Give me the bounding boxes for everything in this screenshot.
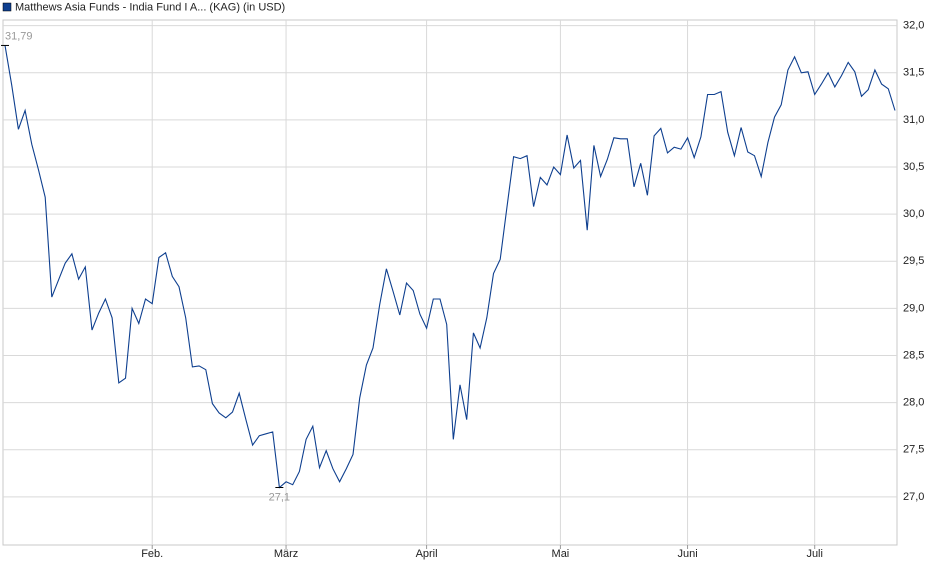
x-tick-label: Mai [552,548,570,560]
y-tick-label: 32,0 [903,20,924,32]
x-tick-label: Juli [806,548,823,560]
y-tick-label: 28,0 [903,397,924,409]
y-tick-label: 28,5 [903,349,924,361]
legend-swatch [2,2,12,12]
y-tick-label: 31,0 [903,114,924,126]
line-series [4,45,896,489]
y-tick-label: 29,0 [903,302,924,314]
y-tick-label: 30,0 [903,208,924,220]
value-label: 31,79 [5,30,33,42]
x-tick-label: April [416,548,438,560]
value-label: 27,1 [269,491,290,503]
y-tick-label: 29,5 [903,255,924,267]
y-tick-label: 31,5 [903,67,924,79]
x-tick-label: Juni [677,548,697,560]
x-tick-label: März [274,548,298,560]
y-tick-label: 30,5 [903,161,924,173]
legend-label: Matthews Asia Funds - India Fund I A... … [15,1,285,13]
y-tick-label: 27,5 [903,444,924,456]
x-tick-label: Feb. [141,548,163,560]
y-tick-label: 27,0 [903,491,924,503]
plot-area [2,19,898,546]
